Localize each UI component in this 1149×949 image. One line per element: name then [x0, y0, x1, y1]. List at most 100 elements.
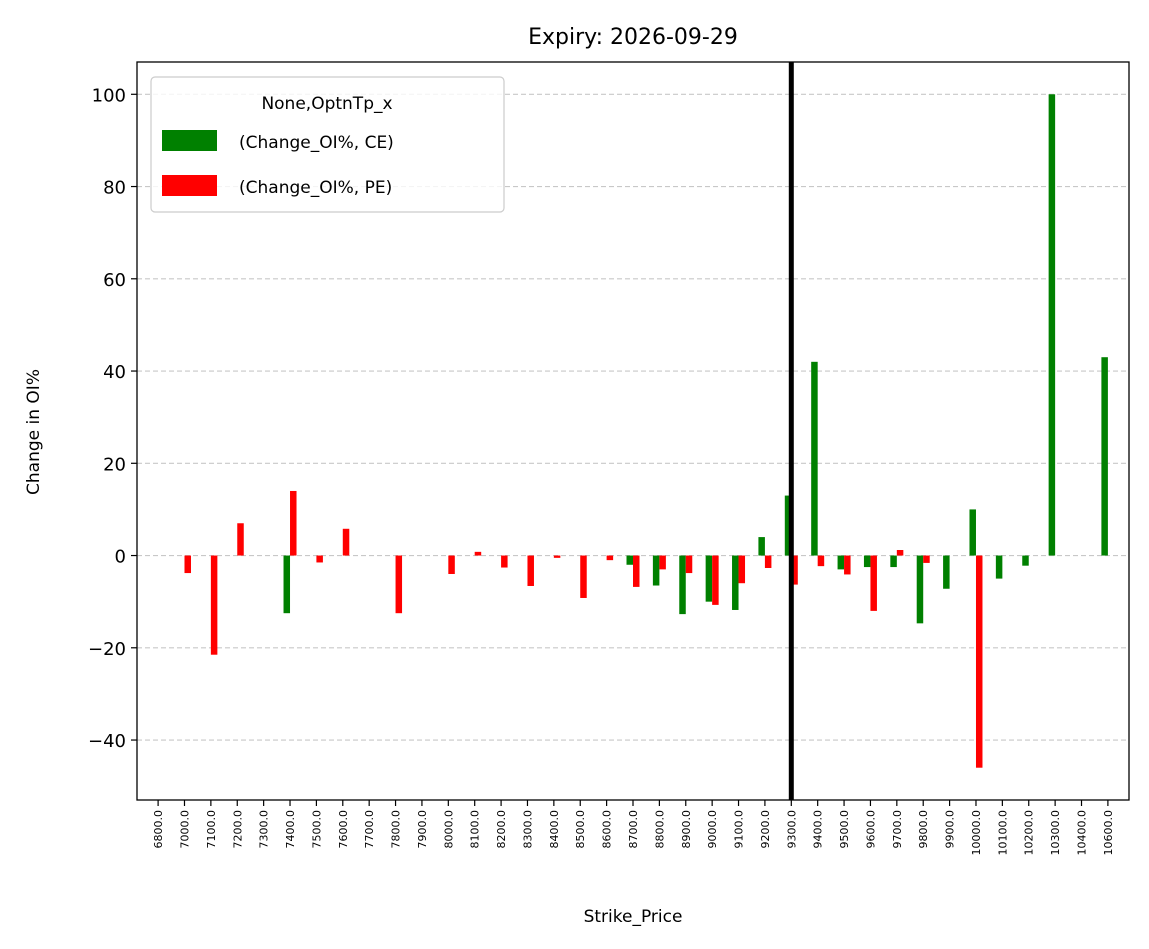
bar-ce-9500.0	[837, 555, 845, 570]
legend-label-ce: (Change_OI%, CE)	[239, 133, 394, 153]
x-tick-label: 9700.0	[891, 810, 904, 849]
bar-pe-8000.0	[448, 555, 455, 574]
bar-pe-8300.0	[527, 555, 534, 586]
bar-ce-10200.0	[1022, 555, 1029, 566]
x-tick-label: 10400.0	[1076, 810, 1089, 856]
bar-ce-10300.0	[1048, 94, 1056, 556]
bar-ce-9300.0	[784, 495, 792, 556]
bar-ce-10600.0	[1101, 357, 1108, 556]
bar-pe-8600.0	[606, 555, 614, 561]
bar-pe-7000.0	[184, 555, 191, 574]
bar-pe-8200.0	[501, 555, 508, 568]
x-tick-label: 7300.0	[258, 810, 271, 849]
x-tick-label: 8700.0	[627, 810, 640, 849]
x-tick-label: 7800.0	[390, 810, 403, 849]
bar-pe-7800.0	[395, 555, 403, 614]
legend-swatch-pe	[162, 175, 217, 196]
x-tick-label: 7000.0	[178, 810, 191, 849]
legend-label-pe: (Change_OI%, PE)	[239, 178, 392, 198]
bar-pe-10000.0	[975, 555, 983, 768]
x-tick-label: 9400.0	[812, 810, 825, 849]
x-tick-label: 7600.0	[337, 810, 350, 849]
x-tick-label: 7100.0	[205, 810, 218, 849]
bar-ce-10100.0	[995, 555, 1003, 579]
grid-layer	[137, 93, 1129, 741]
bar-pe-9700.0	[896, 550, 904, 556]
x-tick-label: 10600.0	[1102, 810, 1115, 856]
bar-ce-8900.0	[679, 555, 686, 615]
bars-layer	[184, 94, 1108, 768]
bar-ce-9700.0	[890, 555, 897, 568]
x-tick-label: 8300.0	[521, 810, 534, 849]
bar-pe-7100.0	[210, 555, 218, 655]
x-tick-label: 9900.0	[944, 810, 957, 849]
x-tick-label: 9800.0	[917, 810, 930, 849]
bar-pe-9200.0	[764, 555, 772, 568]
bar-pe-9600.0	[870, 555, 877, 611]
bar-pe-8800.0	[659, 555, 666, 570]
x-tick-label: 10000.0	[970, 810, 983, 856]
bar-pe-8500.0	[580, 555, 587, 598]
bar-pe-8700.0	[633, 555, 640, 587]
legend-frame	[150, 76, 505, 213]
x-tick-label: 8400.0	[548, 810, 561, 849]
x-tick-label: 9500.0	[838, 810, 851, 849]
x-tick-label: 8500.0	[574, 810, 587, 849]
x-axis-label: Strike_Price	[584, 907, 683, 927]
x-tick-label: 7200.0	[231, 810, 244, 849]
x-tick-label: 8200.0	[495, 810, 508, 849]
bar-pe-9300.0	[791, 555, 798, 585]
x-tick-label: 7900.0	[416, 810, 429, 849]
x-tick-label: 8900.0	[680, 810, 693, 849]
x-tick-label: 8600.0	[601, 810, 614, 849]
axes-layer: −40 −20 0 20 40 60 80 100 6800.0 7000.0 7100.0 7200…	[88, 61, 1130, 856]
y-tick-label: 100	[92, 85, 126, 106]
bar-ce-9400.0	[811, 361, 818, 556]
legend-swatch-ce	[162, 130, 217, 151]
y-tick-label: 20	[103, 454, 126, 475]
y-tick-label: −20	[88, 639, 126, 660]
bar-pe-7200.0	[237, 523, 244, 556]
bar-ce-8700.0	[626, 555, 633, 565]
x-tick-label: 9200.0	[759, 810, 772, 849]
bar-ce-7400.0	[283, 555, 291, 614]
bar-pe-9800.0	[923, 555, 930, 563]
chart-title: Expiry: 2026-09-29	[528, 25, 738, 50]
x-tick-label: 7500.0	[310, 810, 323, 849]
bar-pe-7600.0	[342, 528, 350, 556]
plot-frame	[136, 61, 1130, 801]
bar-ce-9000.0	[705, 555, 713, 602]
x-tick-label: 9300.0	[785, 810, 798, 849]
bar-ce-9100.0	[732, 555, 739, 610]
bar-pe-8100.0	[474, 551, 482, 556]
x-tick-label: 10300.0	[1049, 810, 1062, 856]
bar-pe-9500.0	[844, 555, 851, 575]
y-tick-label: 0	[115, 547, 126, 568]
x-tick-label: 8100.0	[469, 810, 482, 849]
bar-ce-10000.0	[969, 509, 976, 556]
bar-pe-9000.0	[712, 555, 719, 605]
y-tick-label: 80	[103, 178, 126, 199]
x-tick-label: 6800.0	[152, 810, 165, 849]
legend-title: None,OptnTp_x	[261, 94, 392, 114]
bar-pe-8400.0	[553, 555, 561, 558]
bar-pe-9400.0	[817, 555, 825, 567]
x-tick-label: 9600.0	[864, 810, 877, 849]
y-axis-label: Change in OI%	[24, 369, 44, 495]
bar-pe-8900.0	[685, 555, 693, 574]
x-tick-label: 8000.0	[442, 810, 455, 849]
x-tick-label: 9100.0	[733, 810, 746, 849]
x-tick-label: 7700.0	[363, 810, 376, 849]
x-tick-label: 8800.0	[653, 810, 666, 849]
x-tick-label: 10200.0	[1023, 810, 1036, 856]
y-tick-label: −40	[88, 731, 126, 752]
y-tick-label: 40	[103, 362, 126, 383]
bar-pe-9100.0	[738, 555, 746, 584]
bar-ce-8800.0	[652, 555, 660, 586]
bar-ce-9900.0	[943, 555, 950, 589]
legend: None,OptnTp_x (Change_OI%, CE) (Change_O…	[150, 76, 505, 213]
x-tick-label: 7400.0	[284, 810, 297, 849]
bar-pe-7400.0	[290, 490, 297, 556]
